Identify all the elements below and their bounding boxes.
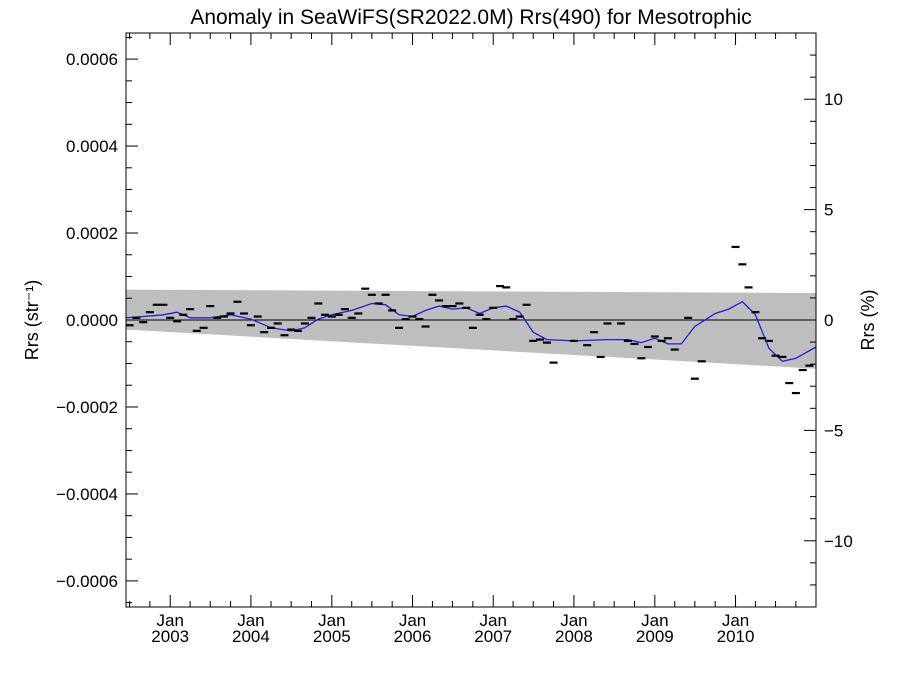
smoothed-anomaly-line bbox=[125, 300, 817, 363]
y-tick-label-left: 0.0002 bbox=[66, 224, 118, 243]
y-tick-label-left: −0.0004 bbox=[56, 485, 118, 504]
smoothed-line-layer bbox=[125, 300, 817, 363]
uncertainty-band bbox=[126, 289, 816, 369]
x-tick-label-year: 2009 bbox=[636, 627, 674, 646]
x-tick-label-year: 2007 bbox=[474, 627, 512, 646]
x-tick-label-year: 2008 bbox=[555, 627, 593, 646]
x-tick-label-month: Jan bbox=[560, 611, 587, 630]
uncertainty-band-layer bbox=[126, 289, 816, 369]
y-tick-label-right: −10 bbox=[824, 532, 853, 551]
y-tick-label-left: 0.0004 bbox=[66, 137, 118, 156]
y-tick-label-right: −5 bbox=[824, 421, 843, 440]
y-axis-label-left: Rrs (str⁻¹) bbox=[22, 280, 42, 360]
y-tick-label-right: 5 bbox=[824, 201, 833, 220]
x-tick-label-year: 2003 bbox=[151, 627, 189, 646]
x-tick-label-month: Jan bbox=[641, 611, 668, 630]
axes-layer: 0.0006 0.0004 0.0002 0.0000 −0.0002 −0.0004 −0… bbox=[56, 32, 853, 646]
y-tick-label-left: −0.0006 bbox=[56, 572, 118, 591]
x-tick-label-year: 2006 bbox=[394, 627, 432, 646]
y-tick-label-left: 0.0006 bbox=[66, 50, 118, 69]
y-tick-label-right: 0 bbox=[824, 311, 833, 330]
x-tick-label-year: 2005 bbox=[313, 627, 351, 646]
x-tick-label-month: Jan bbox=[480, 611, 507, 630]
data-points-layer bbox=[125, 245, 814, 395]
y-tick-label-left: −0.0002 bbox=[56, 398, 118, 417]
x-tick-label-year: 2010 bbox=[717, 627, 755, 646]
x-tick-label-month: Jan bbox=[237, 611, 264, 630]
x-tick-label-month: Jan bbox=[722, 611, 749, 630]
x-tick-label-year: 2004 bbox=[232, 627, 270, 646]
y-tick-label-right: 10 bbox=[824, 90, 843, 109]
chart-title: Anomaly in SeaWiFS(SR2022.0M) Rrs(490) f… bbox=[190, 6, 751, 29]
y-tick-label-left: 0.0000 bbox=[66, 311, 118, 330]
x-tick-label-month: Jan bbox=[157, 611, 184, 630]
x-tick-label-month: Jan bbox=[318, 611, 345, 630]
x-tick-label-month: Jan bbox=[399, 611, 426, 630]
y-axis-label-right: Rrs (%) bbox=[858, 290, 878, 351]
